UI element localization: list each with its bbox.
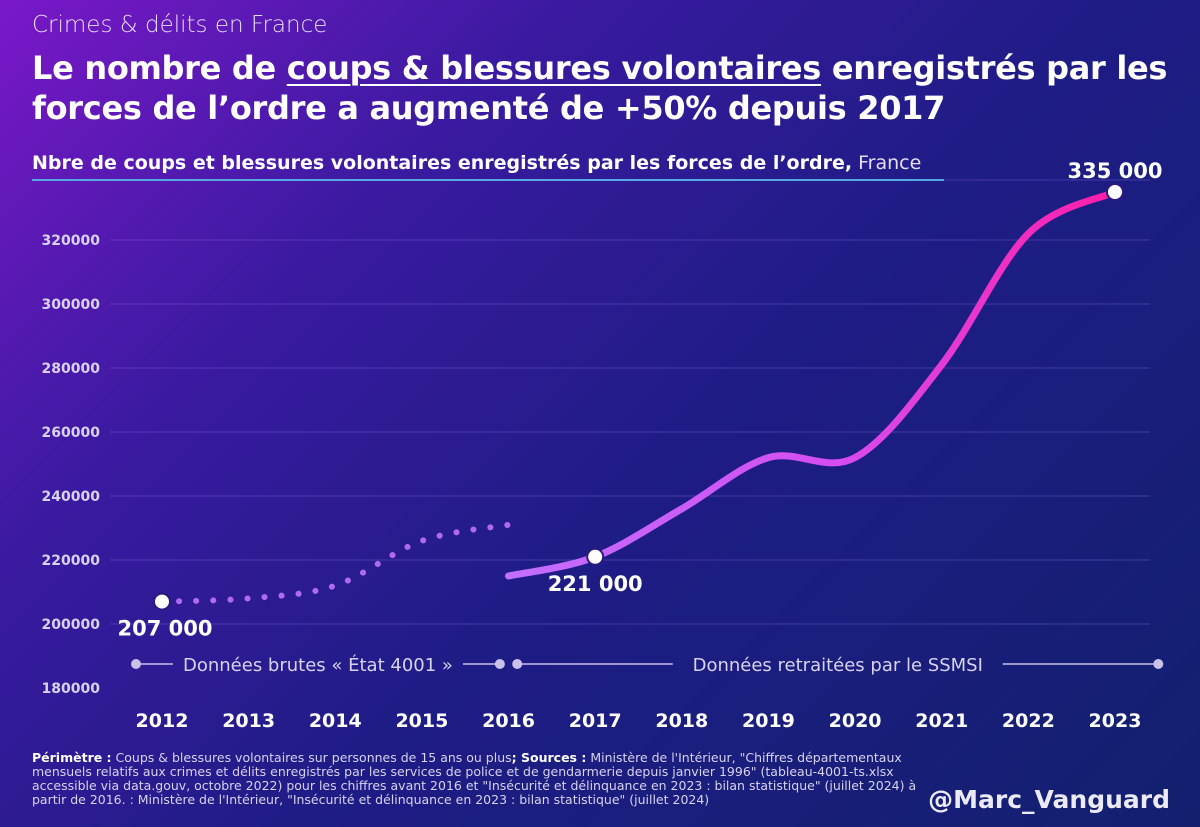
- subtitle-region: France: [852, 152, 922, 174]
- footer-perimetre-label: Périmètre :: [32, 750, 112, 765]
- series-line-solid: [505, 188, 1119, 580]
- period-marker: [494, 659, 505, 669]
- x-tick-label: 2023: [1089, 710, 1142, 732]
- subtitle-rule: [32, 179, 944, 181]
- series-line-dotted: [159, 521, 512, 605]
- x-tick-label: 2018: [655, 710, 708, 732]
- data-label: 207 000: [118, 617, 213, 641]
- x-tick-label: 2019: [742, 710, 795, 732]
- y-tick-label: 200000: [42, 617, 101, 633]
- x-tick-label: 2020: [829, 710, 882, 732]
- x-tick-label: 2017: [569, 710, 622, 732]
- period-marker: [512, 659, 523, 669]
- footer-sources: Périmètre : Coups & blessures volontaire…: [32, 751, 932, 807]
- x-tick-label: 2014: [309, 710, 362, 732]
- y-tick-label: 240000: [42, 489, 101, 505]
- x-tick-label: 2015: [395, 710, 448, 732]
- x-tick-label: 2022: [1002, 710, 1055, 732]
- x-tick-label: 2016: [482, 710, 535, 732]
- y-tick-label: 180000: [42, 681, 101, 697]
- period-label: Données brutes « État 4001 »: [183, 654, 453, 676]
- y-tick-label: 280000: [42, 361, 101, 377]
- x-tick-label: 2012: [136, 710, 189, 732]
- author-handle: @Marc_Vanguard: [928, 785, 1170, 814]
- footer-sources-text: Ministère de l'Intérieur, "Chiffres dépa…: [32, 750, 917, 807]
- headline: Le nombre de coups & blessures volontair…: [32, 48, 1172, 128]
- period-label: Données retraitées par le SSMSI: [693, 655, 983, 676]
- y-tick-label: 220000: [42, 553, 101, 569]
- data-point-marker: [153, 592, 171, 611]
- subtitle-main: Nbre de coups et blessures volontaires e…: [32, 152, 853, 174]
- kicker: Crimes & délits en France: [32, 12, 328, 38]
- chart-subtitle: Nbre de coups et blessures volontaires e…: [32, 152, 921, 174]
- headline-part2: enregistrés par les forces de l’ordre a …: [32, 49, 1168, 127]
- y-tick-label: 320000: [42, 233, 101, 249]
- data-point-marker: [1106, 183, 1124, 201]
- data-label: 221 000: [548, 572, 643, 596]
- data-label: 335 000: [1068, 159, 1163, 183]
- x-tick-label: 2013: [222, 710, 275, 732]
- y-tick-label: 300000: [42, 297, 101, 313]
- period-marker: [1153, 659, 1164, 669]
- x-tick-label: 2021: [915, 710, 968, 732]
- data-point-marker: [586, 547, 605, 566]
- period-marker: [131, 659, 142, 669]
- footer-perimetre-text: Coups & blessures volontaires sur person…: [111, 750, 512, 765]
- y-tick-label: 260000: [42, 425, 101, 441]
- headline-underlined: coups & blessures volontaires: [286, 49, 822, 87]
- headline-part1: Le nombre de: [32, 49, 287, 87]
- footer-sources-label: ; Sources :: [511, 750, 587, 765]
